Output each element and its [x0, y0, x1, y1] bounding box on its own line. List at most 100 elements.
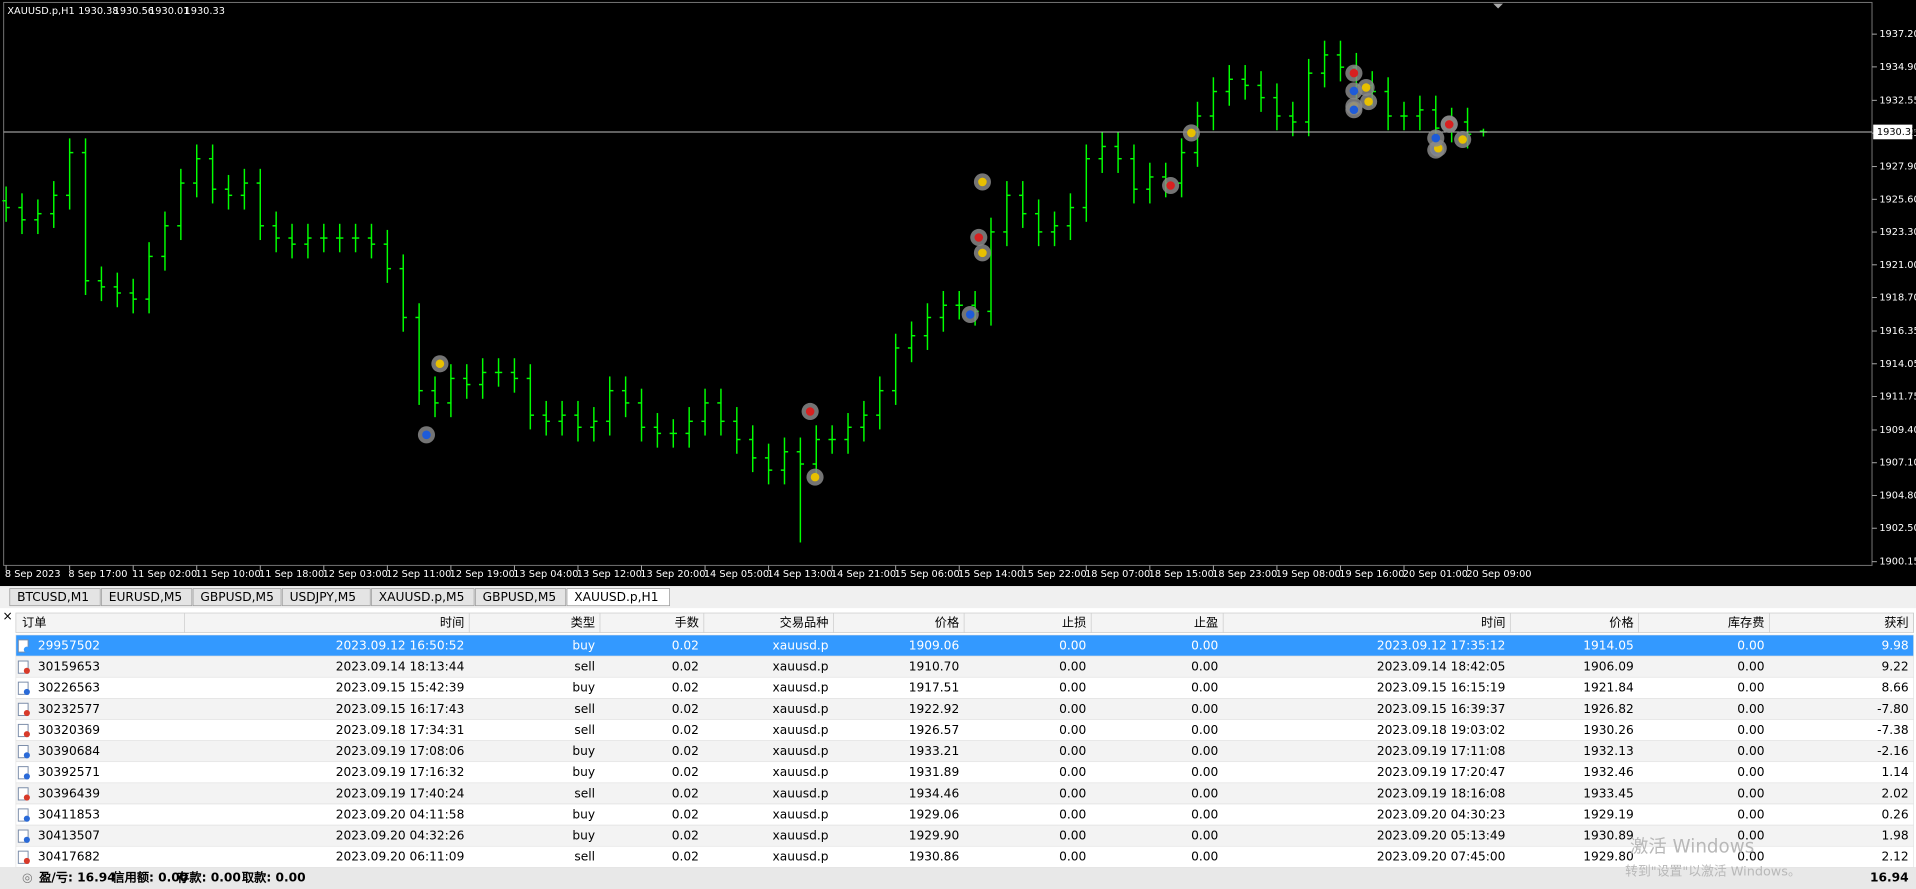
table-cell: 0.00: [1059, 829, 1086, 843]
ohlc-bar: [1241, 65, 1249, 100]
table-cell: buy: [572, 744, 595, 758]
ohlc-bar: [1209, 77, 1218, 131]
table-cell: xauusd.p: [773, 744, 829, 758]
table-cell: sell: [574, 702, 595, 716]
column-header: 价格: [935, 614, 959, 629]
table-cell: 0.00: [1737, 660, 1764, 674]
table-cell: 2.12: [1881, 850, 1908, 864]
trade-marker: [978, 248, 987, 258]
ohlc-bar: [558, 400, 566, 436]
ohlc-bar: [844, 413, 852, 454]
ohlc-bar: [1003, 181, 1011, 247]
tab[interactable]: [371, 588, 475, 607]
table-cell: xauusd.p: [773, 660, 829, 674]
column-header: 库存费: [1728, 614, 1765, 629]
table-cell: xauusd.p: [773, 829, 829, 843]
table-cell: 0.00: [1191, 744, 1218, 758]
ohlc-bar: [749, 425, 757, 473]
table-cell: 0.00: [1191, 723, 1218, 737]
table-cell: xauusd.p: [773, 765, 829, 779]
table-cell: 30232577: [38, 702, 100, 716]
table-cell: 9.22: [1881, 660, 1908, 674]
tab[interactable]: [474, 588, 567, 607]
table-cell: 0.00: [1059, 638, 1086, 652]
table-cell: 0.02: [672, 702, 699, 716]
trade-marker: [1349, 68, 1359, 78]
table-cell: 1926.57: [909, 723, 959, 737]
table-cell: 0.00: [1059, 786, 1086, 800]
tab-label[interactable]: GBPUSD,M5: [483, 590, 556, 604]
table-cell: 30417682: [38, 850, 100, 864]
order-icon-dot: [23, 731, 30, 738]
ohlc-bar: [796, 437, 805, 543]
table-cell: 2023.09.20 07:45:00: [1377, 850, 1506, 864]
ohlc-bar: [780, 437, 789, 485]
order-icon-dot: [23, 836, 30, 843]
table-row[interactable]: [15, 845, 1914, 868]
x-tick-label: 13 Sep 12:00: [577, 569, 642, 580]
ohlc-bar: [320, 223, 328, 253]
table-cell: 1922.92: [909, 702, 959, 716]
trade-marker: [1187, 128, 1196, 138]
tab-label[interactable]: XAUUSD.p,H1: [574, 590, 658, 604]
ohlc-bar: [1114, 132, 1122, 173]
tab[interactable]: [101, 588, 193, 607]
trade-marker: [1166, 181, 1175, 190]
tab-label[interactable]: XAUUSD.p,M5: [379, 590, 465, 604]
ohlc-bar: [193, 144, 201, 198]
table-cell: 2023.09.20 05:13:49: [1377, 829, 1506, 843]
tab[interactable]: [566, 588, 670, 607]
trade-marker: [978, 177, 987, 187]
title-ohlc: 1930.38: [78, 6, 118, 17]
table-cell: 0.00: [1059, 808, 1086, 822]
trade-marker: [1458, 135, 1467, 144]
tab[interactable]: [192, 588, 282, 607]
ohlc-bar: [256, 168, 264, 241]
y-tick-label: 1911.75: [1879, 392, 1916, 403]
table-cell: sell: [574, 723, 595, 737]
table-cell: 30411853: [38, 808, 100, 822]
tab-label[interactable]: USDJPY,M5: [290, 590, 356, 604]
tab-label[interactable]: BTCUSD,M1: [17, 590, 89, 604]
table-cell: -7.80: [1877, 702, 1909, 716]
ohlc-bar: [177, 168, 185, 241]
x-tick-label: 19 Sep 08:00: [1276, 569, 1341, 580]
y-tick-label: 1921.00: [1879, 260, 1916, 271]
ohlc-bar: [288, 223, 296, 259]
ohlc-bar: [224, 174, 233, 210]
x-tick-label: 8 Sep 2023: [5, 569, 61, 580]
close-button[interactable]: ×: [2, 609, 12, 623]
title-ohlc: 1930.01: [149, 6, 189, 17]
table-cell: 0.00: [1737, 744, 1764, 758]
plot-frame: [3, 1, 1873, 566]
tab-label[interactable]: GBPUSD,M5: [200, 590, 273, 604]
table-cell: 0.02: [672, 723, 699, 737]
ohlc-bar: [892, 333, 900, 405]
table-cell: 2023.09.19 17:16:32: [336, 765, 465, 779]
trade-marker: [1364, 97, 1373, 106]
ohlc-bar: [336, 223, 344, 253]
trade-marker: [1431, 133, 1441, 143]
ohlc-bar: [701, 388, 709, 436]
shift-marker: [1493, 3, 1503, 9]
x-tick-label: 14 Sep 05:00: [704, 569, 769, 580]
table-cell: 30413507: [38, 829, 100, 843]
ohlc-bar: [669, 419, 677, 448]
ohlc-bar: [574, 400, 582, 442]
watermark-title: 激活 Windows: [1630, 836, 1754, 857]
trade-marker: [1361, 83, 1371, 92]
tab[interactable]: [9, 588, 101, 607]
x-tick-label: 14 Sep 21:00: [831, 569, 896, 580]
tab-label[interactable]: EURUSD,M5: [109, 590, 182, 604]
ohlc-bar: [1050, 211, 1059, 247]
ohlc-bar: [923, 303, 932, 350]
tab[interactable]: [281, 588, 371, 607]
table-cell: 30159653: [38, 660, 100, 674]
trade-marker: [422, 430, 431, 440]
ohlc-bar: [876, 376, 884, 430]
ohlc-bar: [1289, 101, 1297, 137]
table-cell: 2023.09.18 17:34:31: [336, 723, 465, 737]
title-ohlc: 1930.56: [114, 6, 154, 17]
ohlc-bar: [1066, 193, 1075, 241]
ohlc-bar: [1400, 101, 1408, 131]
